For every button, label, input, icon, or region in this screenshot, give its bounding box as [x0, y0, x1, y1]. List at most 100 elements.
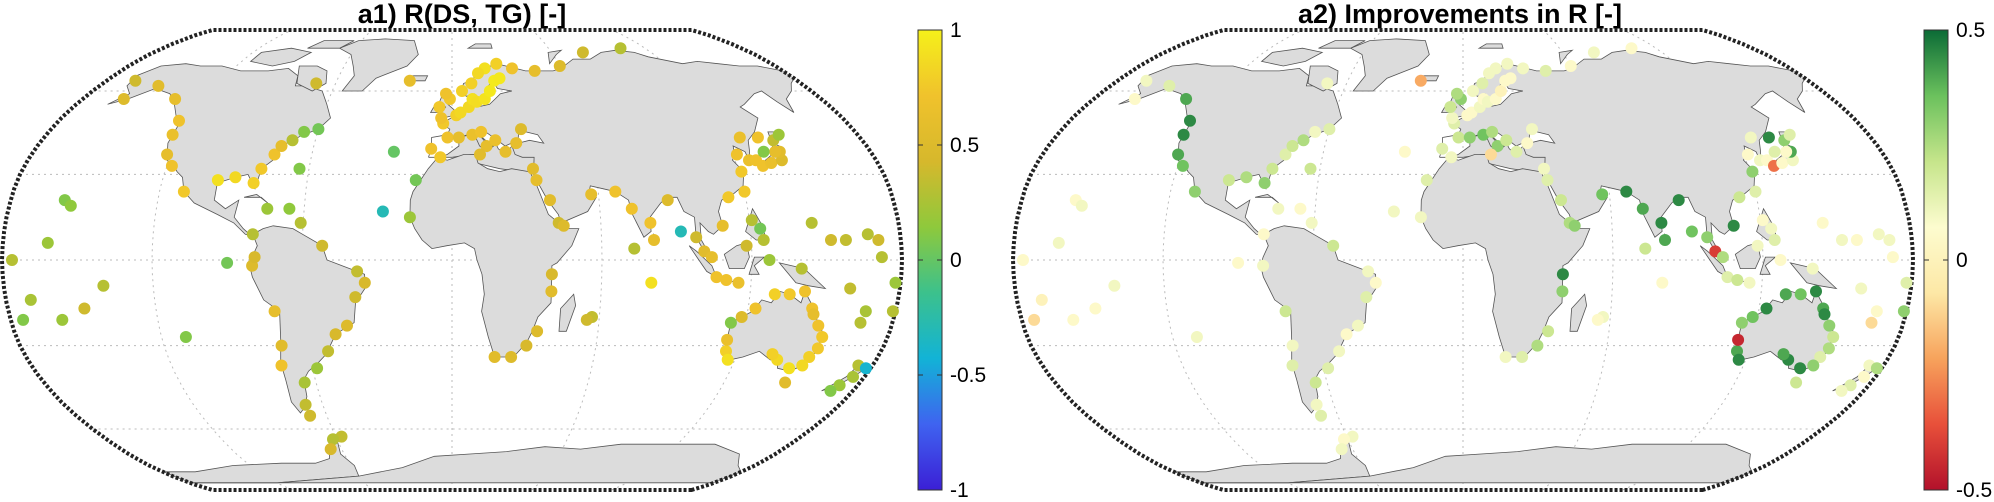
station-point: [585, 188, 598, 201]
station-point: [1818, 308, 1831, 321]
station-point: [795, 262, 808, 275]
station-point: [1591, 313, 1604, 326]
station-point: [1232, 256, 1245, 269]
station-point: [1067, 313, 1080, 326]
station-point: [824, 384, 837, 397]
station-point: [1310, 398, 1323, 411]
station-point: [844, 282, 857, 295]
station-point: [1184, 114, 1196, 127]
station-point: [783, 288, 796, 301]
land-polygon: [1201, 443, 1753, 484]
station-point: [763, 254, 776, 266]
station-point: [674, 225, 687, 238]
station-point: [1338, 433, 1350, 446]
station-point: [78, 302, 91, 315]
station-point: [1768, 234, 1781, 246]
station-point: [1446, 112, 1459, 124]
station-point: [41, 236, 54, 249]
station-point: [152, 79, 165, 92]
station-point: [298, 125, 311, 138]
station-point: [730, 148, 743, 161]
station-point: [530, 174, 543, 187]
station-point: [768, 288, 781, 301]
station-point: [179, 331, 192, 343]
station-point: [648, 234, 660, 246]
station-point: [1672, 194, 1685, 207]
station-point: [1266, 162, 1279, 175]
meridian-line: [531, 29, 603, 491]
station-point: [229, 171, 242, 184]
station-point: [1017, 254, 1029, 266]
station-point: [1806, 262, 1819, 275]
station-point: [528, 64, 541, 77]
station-point: [506, 62, 518, 75]
station-point: [1279, 305, 1292, 318]
station-point: [811, 342, 824, 355]
station-point: [1756, 214, 1769, 227]
station-point: [847, 370, 859, 383]
station-point: [56, 313, 69, 326]
station-point: [740, 239, 753, 252]
station-point: [1855, 282, 1868, 295]
station-point: [1556, 268, 1569, 281]
station-point: [1790, 376, 1803, 389]
station-point: [1501, 57, 1514, 70]
station-point: [1163, 79, 1176, 92]
station-point: [783, 362, 796, 375]
station-point: [557, 219, 570, 232]
station-point: [735, 311, 748, 323]
station-point: [1483, 67, 1495, 80]
station-point: [1190, 331, 1203, 343]
station-point: [1491, 140, 1504, 152]
station-point: [387, 145, 400, 158]
station-point: [690, 231, 703, 244]
station-point: [833, 379, 846, 392]
station-point: [1467, 85, 1479, 97]
station-point: [247, 177, 260, 189]
station-point: [310, 77, 323, 90]
station-point: [376, 205, 389, 218]
station-point: [765, 157, 778, 169]
station-point: [97, 279, 110, 292]
station-point: [733, 131, 746, 144]
station-point: [299, 398, 312, 411]
station-point: [1765, 222, 1778, 235]
station-point: [1333, 345, 1346, 358]
station-point: [1352, 319, 1364, 332]
station-point: [117, 93, 130, 105]
station-point: [173, 114, 185, 127]
station-point: [1414, 211, 1427, 224]
station-point: [1500, 134, 1513, 147]
station-point: [1452, 131, 1465, 144]
station-point: [576, 46, 589, 59]
station-point: [609, 185, 622, 198]
station-point: [329, 328, 342, 341]
land-polygon: [307, 40, 355, 49]
station-point: [472, 67, 484, 80]
station-point: [456, 85, 468, 97]
station-point: [1814, 351, 1827, 363]
station-point: [1555, 194, 1567, 207]
station-point: [1414, 74, 1427, 87]
station-point: [510, 137, 523, 150]
station-point: [580, 313, 593, 326]
station-point: [839, 234, 852, 246]
station-point: [1517, 62, 1529, 75]
station-point: [1872, 228, 1885, 241]
station-point: [1108, 279, 1121, 292]
station-point: [1335, 443, 1348, 456]
station-point: [1494, 85, 1507, 97]
station-point: [722, 191, 735, 204]
station-point: [169, 93, 182, 105]
station-point: [553, 60, 566, 72]
land-polygon: [1477, 43, 1504, 49]
station-point: [474, 148, 486, 161]
station-point: [1510, 145, 1523, 158]
station-point: [1568, 219, 1581, 232]
station-point: [1746, 165, 1759, 178]
station-point: [1542, 325, 1555, 338]
station-point: [1128, 93, 1141, 105]
colorbar-a2: 0.5 0 -0.5: [1923, 19, 1992, 502]
station-point: [872, 234, 885, 246]
station-point: [1639, 242, 1652, 255]
